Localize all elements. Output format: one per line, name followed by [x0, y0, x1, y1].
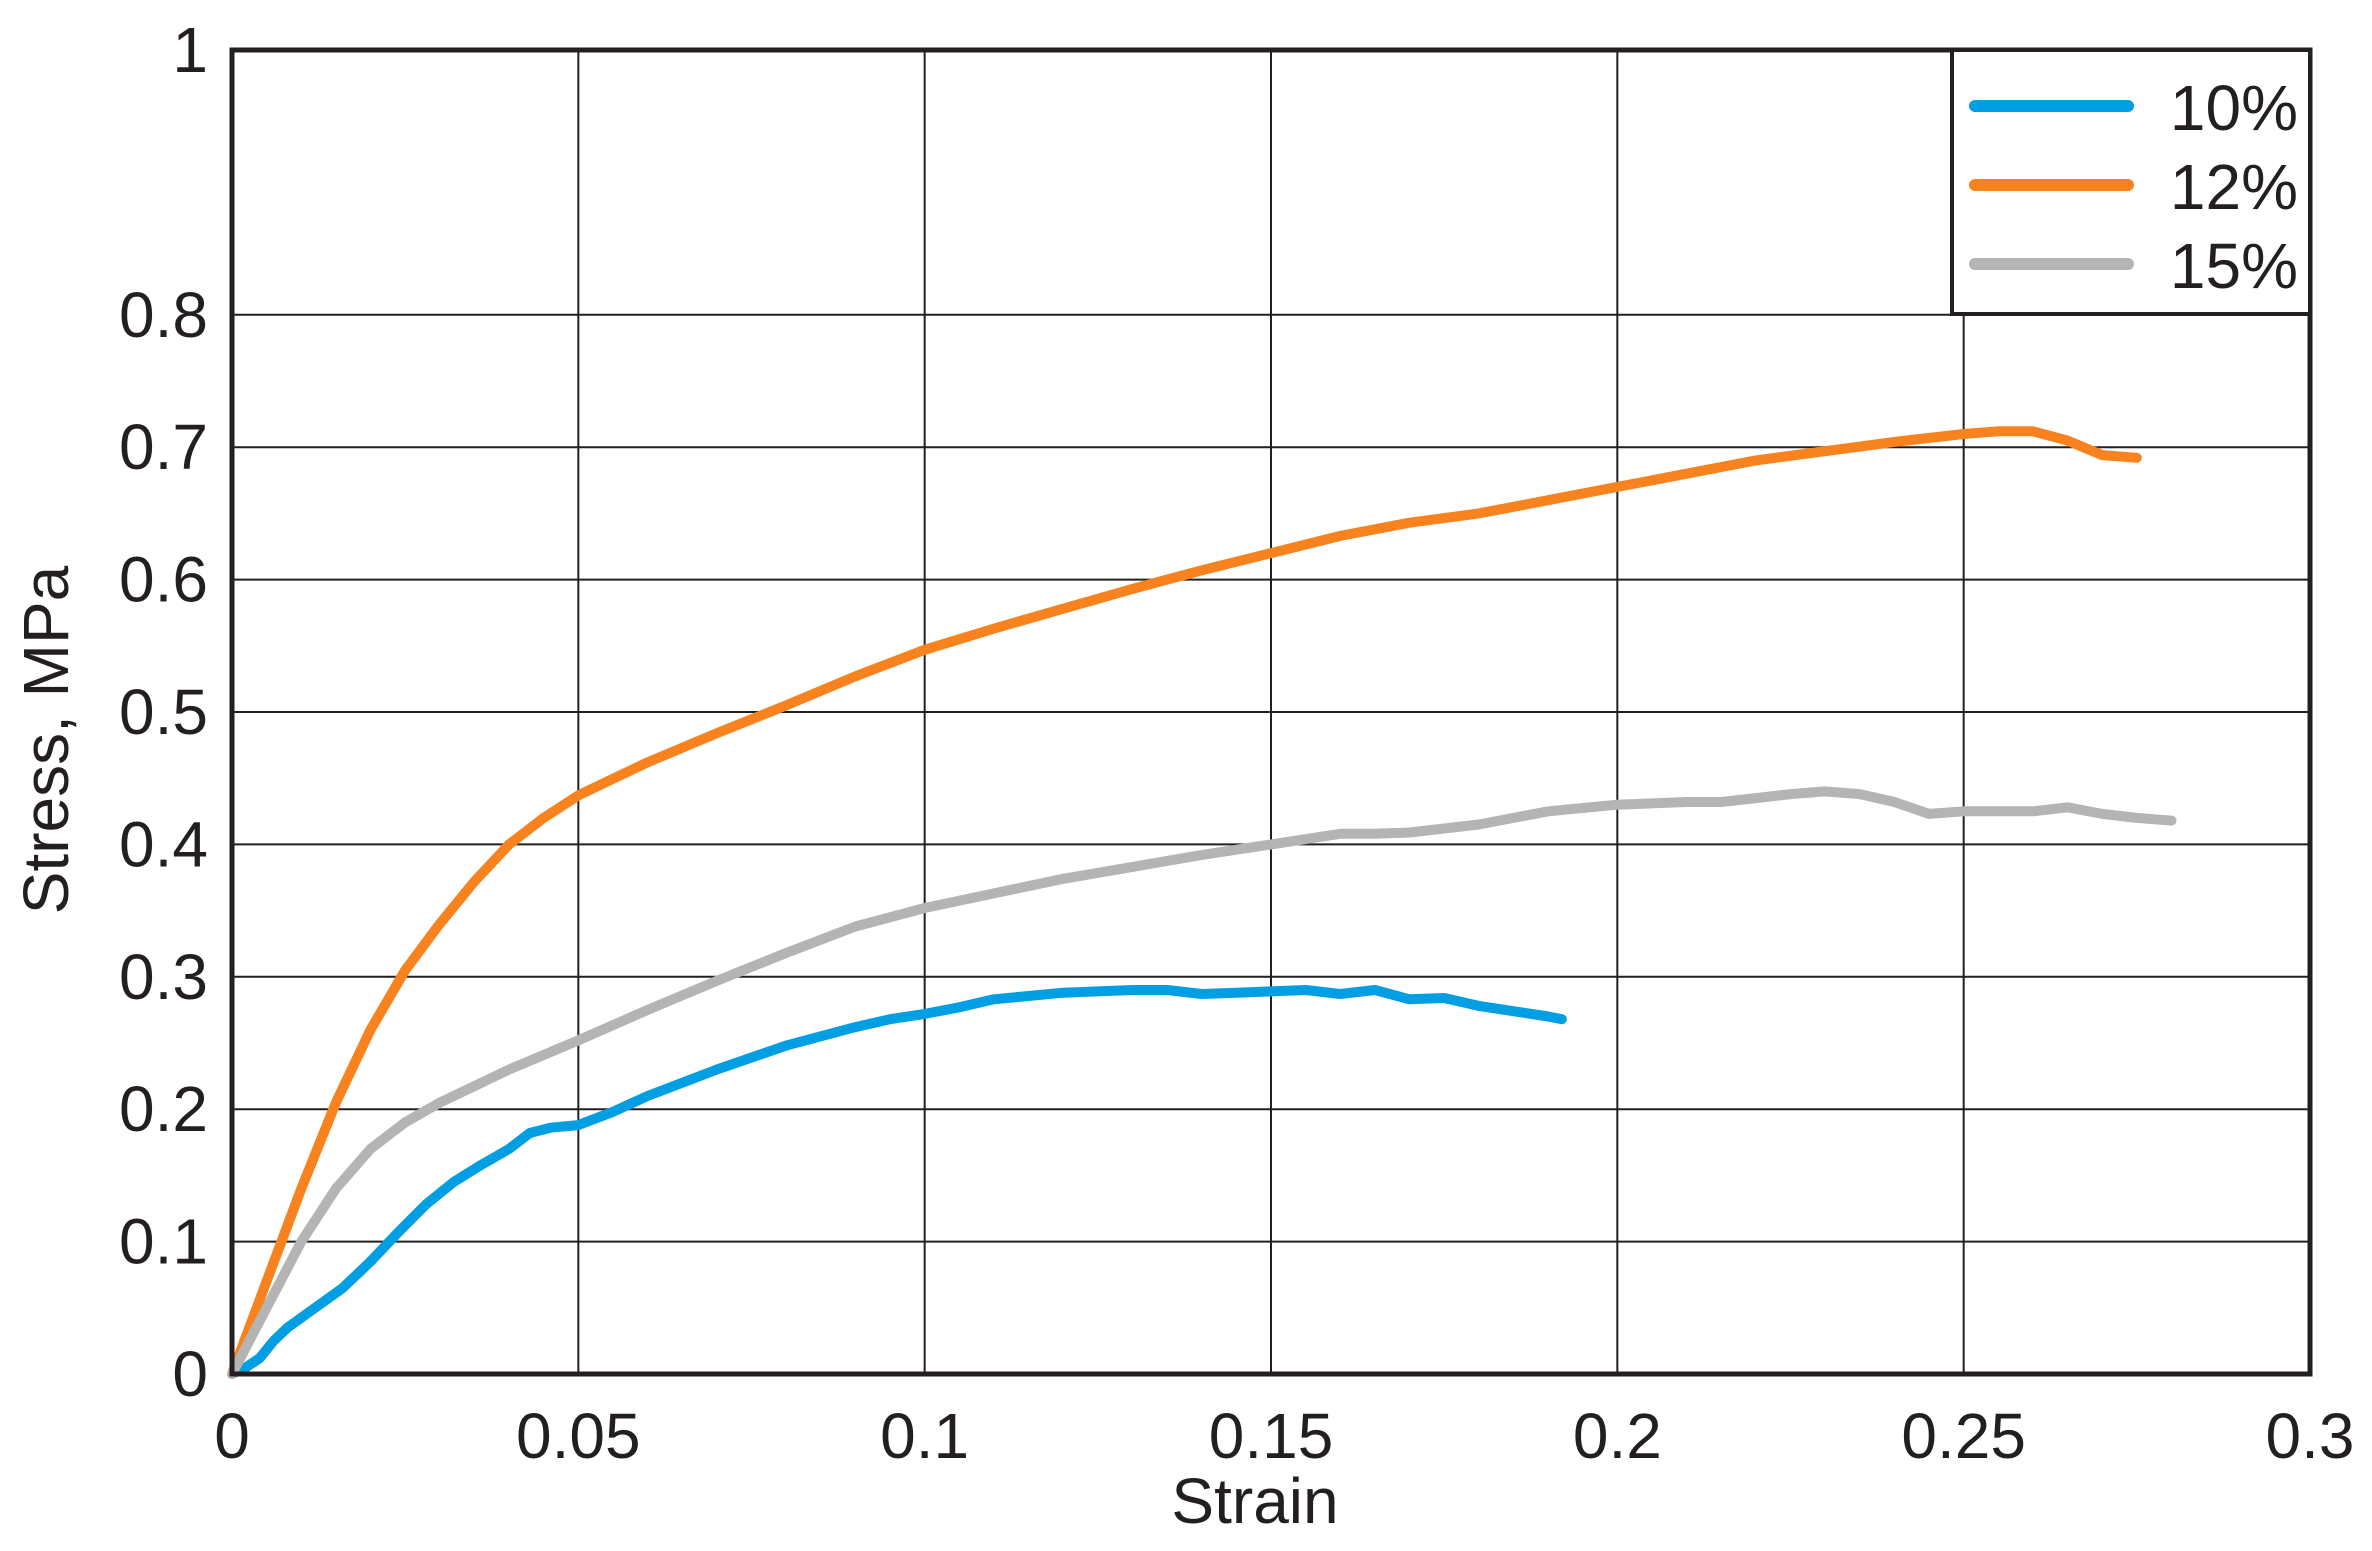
x-tick-label: 0.3 [2266, 1400, 2355, 1472]
x-tick-label: 0 [214, 1400, 250, 1472]
plot-frame [229, 47, 2313, 1377]
x-tick-label: 0.25 [1901, 1400, 2026, 1472]
y-tick-label: 0.8 [119, 279, 208, 351]
series-line-3 [227, 786, 2177, 1379]
grid-lines [232, 50, 2310, 1374]
x-tick-label: 0.05 [516, 1400, 641, 1472]
legend-label-2: 12% [2170, 151, 2298, 223]
series-line-2 [227, 426, 2142, 1379]
y-tick-label: 0.4 [119, 808, 208, 880]
x-tick-label: 0.1 [880, 1400, 969, 1472]
x-tick-labels: 0 0.05 0.1 0.15 0.2 0.25 0.3 [214, 1400, 2354, 1472]
y-tick-label: 0 [172, 1338, 208, 1410]
y-tick-labels: 0 0.1 0.2 0.3 0.4 0.5 0.6 0.7 0.8 1 [119, 14, 208, 1410]
y-tick-label: 1 [172, 14, 208, 86]
series-line-1 [227, 985, 1567, 1379]
y-tick-label: 0.5 [119, 676, 208, 748]
y-tick-label: 0.2 [119, 1073, 208, 1145]
y-tick-label: 0.1 [119, 1206, 208, 1278]
legend: 10%12%15% [1950, 48, 2312, 316]
x-tick-label: 0.15 [1209, 1400, 1334, 1472]
x-tick-label: 0.2 [1573, 1400, 1662, 1472]
y-axis-title: Stress, MPa [10, 565, 82, 914]
legend-label-3: 15% [2170, 230, 2298, 302]
y-tick-label: 0.7 [119, 411, 208, 483]
series-lines [227, 426, 2177, 1379]
y-tick-label: 0.3 [119, 941, 208, 1013]
legend-label-1: 10% [2170, 72, 2298, 144]
x-axis-title: Strain [1171, 1465, 1338, 1537]
y-tick-label: 0.6 [119, 544, 208, 616]
